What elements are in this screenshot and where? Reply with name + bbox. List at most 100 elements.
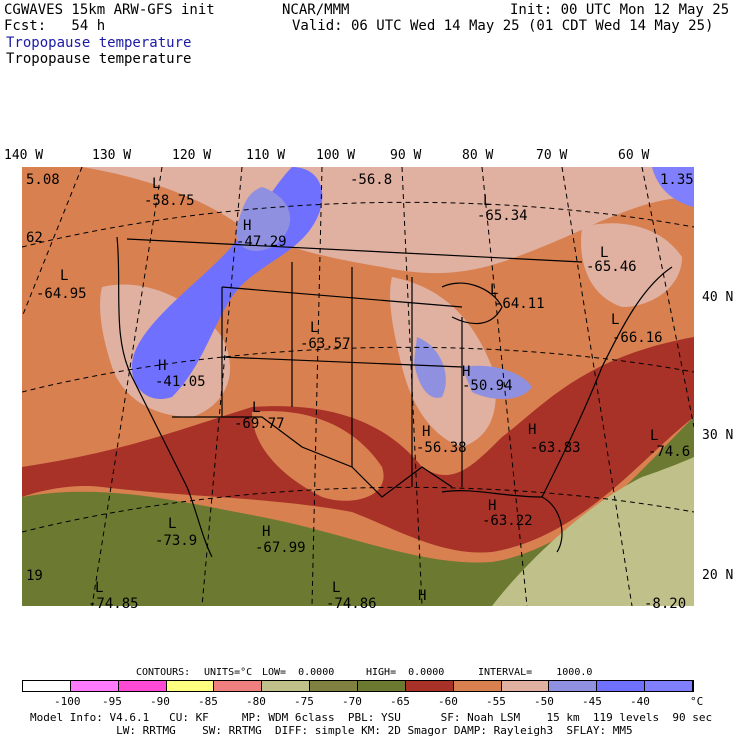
map-label-letter: L — [611, 312, 620, 328]
map-label-letter: H — [422, 424, 431, 440]
map-label-value: 19 — [26, 568, 43, 584]
map-label-letter: L — [95, 580, 104, 596]
map-label-value: -56.8 — [350, 172, 393, 188]
map-label-value: -74.6 — [648, 444, 691, 460]
field-band-50 — [414, 337, 446, 398]
map-label-value: -58.75 — [144, 193, 195, 209]
map-label-letter: H — [528, 422, 537, 438]
map-label-letter: H — [462, 364, 471, 380]
colorbar-unit: °C — [690, 695, 704, 708]
map-label-value: 5.08 — [26, 172, 60, 188]
colorbar-swatch — [262, 681, 311, 691]
lon-label: 120 W — [172, 148, 212, 163]
map-label-value: -74.85 — [88, 596, 139, 612]
map-label-letter: L — [650, 428, 659, 444]
colorbar-swatch — [358, 681, 406, 691]
colorbar-swatch — [501, 681, 550, 691]
organization: NCAR/MMM — [282, 2, 350, 18]
colorbar-swatch — [549, 681, 598, 691]
colorbar-swatch — [70, 681, 119, 691]
map-label-letter: H — [418, 588, 427, 604]
colorbar-tick-label: -100 — [54, 695, 81, 708]
map-label-letter: L — [310, 320, 319, 336]
map-label-value: -74.86 — [326, 596, 377, 612]
map-label-letter: L — [600, 245, 609, 261]
tropopause-temperature-map — [22, 167, 694, 606]
map-label-letter: H — [158, 358, 167, 374]
field-title-blue: Tropopause temperature — [6, 35, 192, 51]
map-label-value: -64.95 — [36, 286, 87, 302]
map-label-value: -65.34 — [477, 208, 528, 224]
map-label-value: -47.29 — [236, 234, 287, 250]
colorbar-tick-label: -45 — [582, 695, 602, 708]
contours-interval: INTERVAL= 1000.0 — [478, 667, 593, 678]
colorbar — [22, 680, 694, 692]
colorbar-swatch — [645, 681, 694, 691]
contours-units: UNITS=°C — [204, 667, 253, 678]
map-label-value: -63.83 — [530, 440, 581, 456]
colorbar-swatch — [214, 681, 263, 691]
map-label-value: 62 — [26, 230, 43, 246]
colorbar-tick-label: -40 — [630, 695, 650, 708]
lon-label: 140 W — [4, 148, 44, 163]
map-label-value: -73.9 — [155, 533, 198, 549]
field-band-55 — [82, 167, 694, 274]
field-band-80 — [492, 457, 694, 606]
map-label-value: 1.35 — [660, 172, 694, 188]
field-band-75 — [22, 417, 694, 606]
map-label-letter: L — [252, 400, 261, 416]
map-label-letter: L — [168, 516, 177, 532]
lat-label: 30 N — [702, 428, 734, 443]
colorbar-swatch — [453, 681, 502, 691]
colorbar-tick-label: -70 — [342, 695, 362, 708]
lon-label: 130 W — [92, 148, 132, 163]
colorbar-tick-label: -95 — [102, 695, 122, 708]
lon-label: 110 W — [246, 148, 286, 163]
map-label-letter: H — [243, 218, 252, 234]
map-label-letter: L — [152, 176, 161, 192]
colorbar-tick-label: -85 — [198, 695, 218, 708]
map-label-value: -63.22 — [482, 513, 533, 529]
lat-label: 20 N — [702, 568, 734, 583]
map-label-value: -56.38 — [416, 440, 467, 456]
model-title: CGWAVES 15km ARW-GFS init — [4, 2, 215, 18]
colorbar-swatch — [310, 681, 359, 691]
map-label-value: -50.94 — [462, 378, 513, 394]
colorbar-swatch — [118, 681, 167, 691]
map-label-letter: L — [332, 580, 341, 596]
colorbar-tick-label: -55 — [486, 695, 506, 708]
colorbar-tick-label: -50 — [534, 695, 554, 708]
colorbar-tick-label: -90 — [150, 695, 170, 708]
colorbar-tick-label: -65 — [390, 695, 410, 708]
map-label-letter: L — [490, 282, 499, 298]
model-info-line2: LW: RRTMG SW: RRTMG DIFF: simple KM: 2D … — [30, 724, 633, 737]
contours-high: HIGH= 0.0000 — [366, 667, 445, 678]
colorbar-tick-label: -80 — [246, 695, 266, 708]
init-time: Init: 00 UTC Mon 12 May 25 — [510, 2, 730, 18]
map-label-letter: L — [483, 193, 492, 209]
map-boundaries — [116, 236, 673, 558]
map-label-value: -65.46 — [586, 259, 637, 275]
map-label-value: -64.11 — [494, 296, 545, 312]
colorbar-swatch — [597, 681, 646, 691]
map-label-letter: L — [60, 268, 69, 284]
lon-label: 100 W — [316, 148, 356, 163]
contours-low: LOW= 0.0000 — [262, 667, 335, 678]
colorbar-swatch — [405, 681, 454, 691]
lat-label: 40 N — [702, 290, 734, 305]
forecast-hour: Fcst: 54 h — [4, 18, 106, 34]
lon-label: 90 W — [390, 148, 422, 163]
colorbar-swatch — [166, 681, 215, 691]
map-label-value: -8.20 — [644, 596, 687, 612]
colorbar-tick-label: -60 — [438, 695, 458, 708]
map-label-value: -66.16 — [612, 330, 663, 346]
map-label-letter: H — [488, 498, 497, 514]
map-label-value: -63.57 — [300, 336, 351, 352]
colorbar-swatch — [23, 681, 71, 691]
colorbar-tick-label: -75 — [294, 695, 314, 708]
field-title-black: Tropopause temperature — [6, 51, 192, 67]
model-info-line1: Model Info: V4.6.1 CU: KF MP: WDM 6class… — [30, 711, 713, 724]
lon-label: 80 W — [462, 148, 494, 163]
map-label-value: -67.99 — [255, 540, 306, 556]
contours-label: CONTOURS: — [136, 667, 191, 678]
